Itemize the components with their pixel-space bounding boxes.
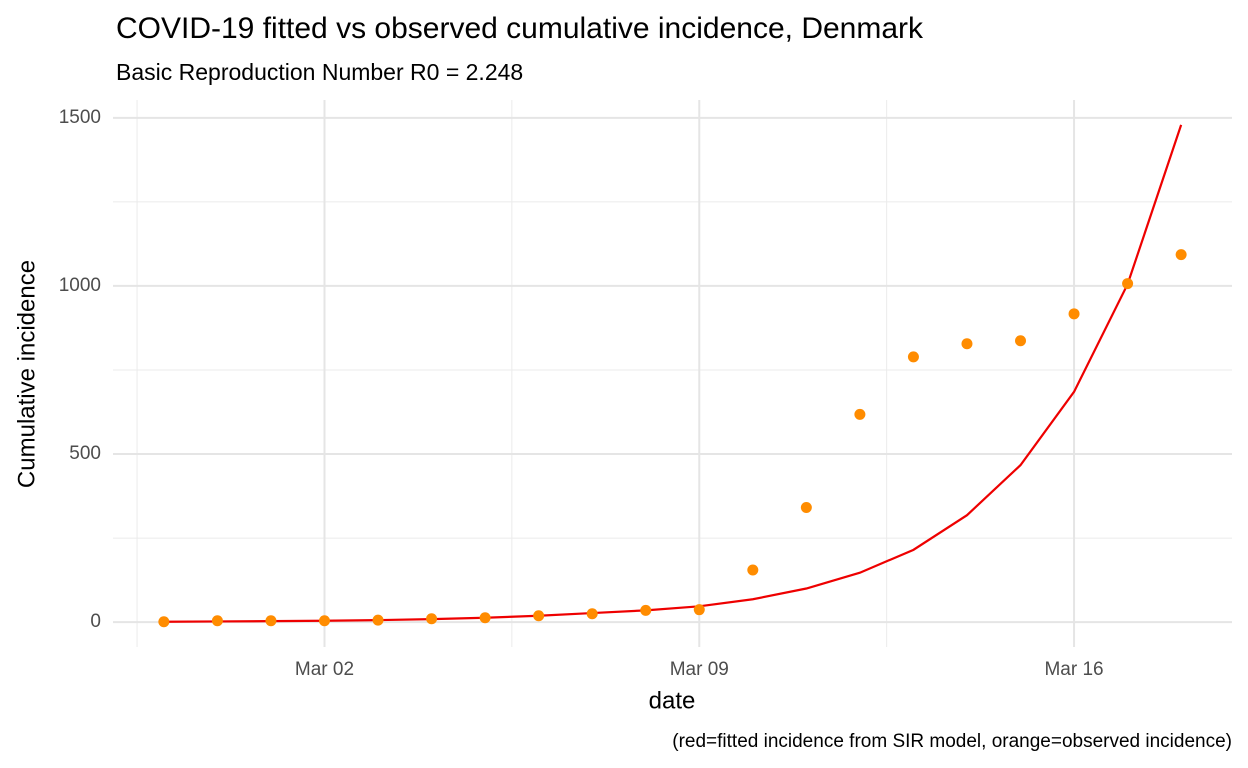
y-axis-label: Cumulative incidence — [13, 260, 40, 488]
observed-point — [854, 408, 866, 420]
observed-point — [533, 610, 545, 622]
y-tick-label: 500 — [69, 443, 101, 464]
observed-point — [800, 501, 812, 513]
observed-point — [211, 615, 223, 627]
x-axis-label: date — [649, 687, 696, 714]
caption: (red=fitted incidence from SIR model, or… — [672, 731, 1232, 752]
x-tick-label: Mar 09 — [670, 659, 729, 680]
y-tick-label: 1500 — [59, 107, 101, 128]
y-tick-label: 0 — [90, 611, 101, 632]
observed-point — [1068, 308, 1080, 320]
observed-point — [693, 604, 705, 616]
observed-point — [426, 613, 438, 625]
fitted-line — [163, 124, 1183, 623]
x-tick-label: Mar 02 — [295, 659, 354, 680]
chart-title: COVID-19 fitted vs observed cumulative i… — [116, 12, 924, 45]
observed-point — [479, 612, 491, 624]
observed-point — [1175, 249, 1187, 261]
observed-point — [961, 338, 973, 350]
observed-point — [318, 615, 330, 627]
observed-point — [372, 614, 384, 626]
observed-point — [1122, 278, 1134, 290]
observed-point — [158, 616, 170, 628]
observed-point — [1015, 335, 1027, 347]
y-tick-label: 1000 — [59, 275, 101, 296]
observed-point — [586, 608, 598, 620]
x-tick-label: Mar 16 — [1044, 659, 1103, 680]
observed-point — [907, 351, 919, 363]
observed-point — [747, 564, 759, 576]
observed-point — [265, 615, 277, 627]
observed-point — [640, 604, 652, 616]
chart-subtitle: Basic Reproduction Number R0 = 2.248 — [116, 59, 523, 85]
